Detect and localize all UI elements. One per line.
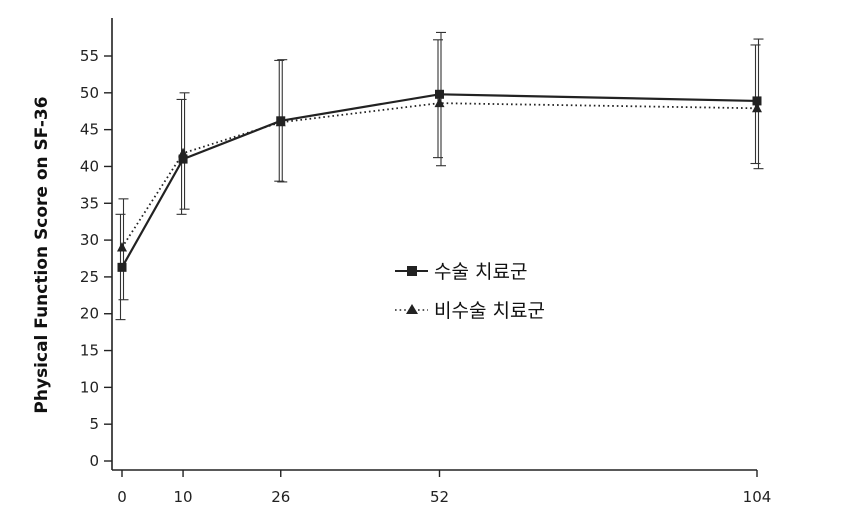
legend-label-0: 수술 치료군: [434, 261, 527, 283]
data-point-triangle: [275, 116, 286, 127]
y-ticks: 0 5 10 15 20 25 30 35 40 45 50 55: [80, 47, 112, 470]
x-tick-label: 10: [174, 488, 193, 506]
legend-marker-0: [407, 266, 417, 276]
legend-marker-1: [406, 304, 418, 314]
data-markers: [117, 89, 762, 272]
legend-label-1: 비수술 치료군: [434, 300, 545, 322]
data-point-square: [178, 154, 188, 164]
data-point-triangle: [752, 102, 762, 113]
x-tick-label: 104: [743, 488, 772, 506]
series-lines: [121, 93, 758, 268]
y-tick-label: 10: [80, 378, 99, 396]
data-point-square: [752, 96, 762, 106]
y-tick-label: 45: [80, 121, 99, 139]
data-point-triangle: [178, 147, 189, 158]
y-tick-label: 35: [80, 194, 99, 212]
y-tick-label: 50: [80, 84, 99, 102]
data-point-square: [117, 262, 127, 272]
series-line-1: [121, 102, 758, 248]
y-tick-label: 40: [80, 157, 99, 175]
data-point-triangle: [434, 97, 445, 108]
x-tick-label: 26: [271, 488, 290, 506]
y-tick-label: 20: [80, 305, 99, 323]
legend: 수술 치료군 비수술 치료군: [395, 261, 545, 322]
y-tick-label: 25: [80, 268, 99, 286]
data-point-square: [435, 89, 444, 99]
series-line-0: [121, 93, 758, 268]
y-tick-label: 30: [80, 231, 99, 249]
y-tick-label: 5: [89, 415, 99, 433]
y-tick-label: 55: [80, 47, 99, 65]
y-axis-title: Physical Function Score on SF-36: [32, 96, 52, 413]
y-tick-label: 15: [80, 342, 99, 360]
x-tick-label: 0: [117, 488, 127, 506]
data-point-triangle: [117, 241, 127, 252]
x-tick-label: 52: [430, 488, 449, 506]
x-ticks: 0 10 26 52 104: [117, 470, 771, 506]
y-tick-label: 0: [89, 452, 99, 470]
